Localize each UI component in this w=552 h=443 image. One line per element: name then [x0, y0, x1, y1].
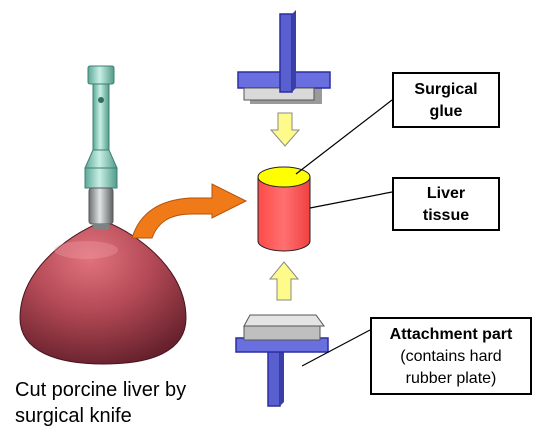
attachment-part-label: Attachment part (contains hard rubber pl…	[370, 317, 532, 395]
attachment-part-detail-1: (contains hard	[400, 348, 502, 365]
liver-tissue-line-1: Liver	[426, 185, 466, 202]
surgical-glue-line-2: glue	[429, 103, 463, 120]
curved-arrow-icon	[131, 183, 248, 239]
caption-line-2: surgical knife	[15, 405, 132, 427]
leader-lines	[295, 99, 393, 367]
caption-line-1: Cut porcine liver by	[15, 379, 187, 401]
leader-line-attachment	[301, 329, 371, 367]
upper-attachment-plate	[237, 10, 331, 104]
knife-caption: Cut porcine liver by surgical knife	[15, 377, 186, 429]
attachment-part-detail-2: rubber plate)	[405, 370, 497, 387]
lower-attachment-plate	[235, 314, 329, 407]
leader-line-tissue	[309, 191, 393, 209]
liver-tissue-label: Liver tissue	[392, 177, 500, 231]
liver-tissue-cylinder	[257, 166, 311, 252]
attachment-part-title: Attachment part	[389, 326, 513, 343]
surgical-knife-icon	[84, 65, 118, 230]
surgical-glue-line-1: Surgical	[414, 81, 478, 98]
surgical-glue-label: Surgical glue	[392, 72, 500, 128]
down-arrow-icon	[269, 112, 301, 147]
up-arrow-icon	[268, 261, 300, 301]
liver-tissue-line-2: tissue	[422, 207, 470, 224]
leader-line-glue	[295, 99, 393, 175]
liver-dome	[19, 221, 187, 365]
